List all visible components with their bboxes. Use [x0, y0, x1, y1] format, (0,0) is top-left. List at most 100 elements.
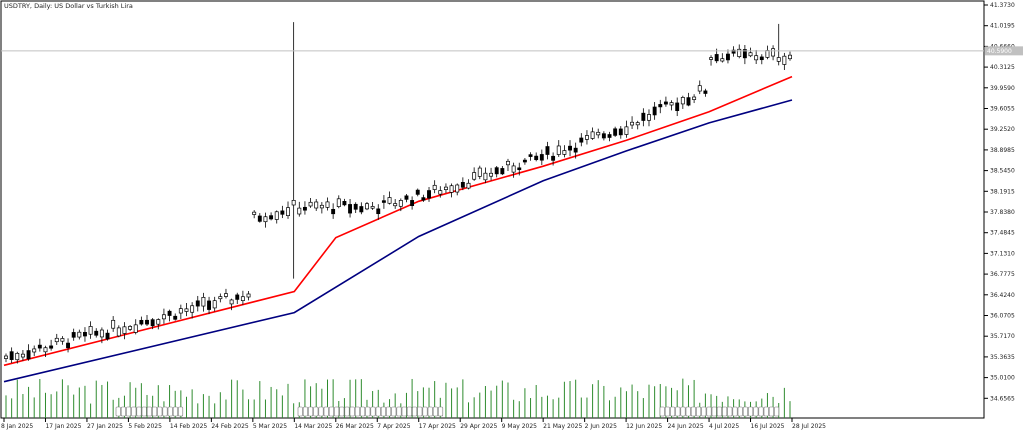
- y-tick-label: 39.9590: [990, 85, 1015, 92]
- candle: [291, 22, 296, 279]
- session-marker: [318, 406, 324, 417]
- session-marker: [758, 406, 764, 417]
- candle: [178, 304, 183, 320]
- candle: [658, 99, 663, 114]
- candle: [77, 329, 82, 340]
- candle-body: [675, 102, 680, 111]
- candle: [455, 183, 460, 196]
- candle-body: [398, 200, 403, 207]
- candle-body: [539, 154, 544, 161]
- candle-body: [534, 155, 539, 161]
- candle: [737, 44, 742, 59]
- candle-body: [376, 208, 381, 215]
- x-tick-label: 24 Feb 2025: [211, 423, 249, 430]
- candle-body: [184, 308, 189, 312]
- candle-body: [37, 344, 42, 349]
- y-tick-label: 38.8985: [990, 147, 1015, 154]
- session-marker: [115, 406, 121, 417]
- candle: [359, 202, 364, 215]
- candle-body: [782, 55, 787, 65]
- candle-body: [319, 204, 324, 209]
- candle-body: [15, 352, 20, 361]
- candle: [692, 94, 697, 104]
- candle: [54, 333, 59, 345]
- y-tick-label: 38.5450: [990, 168, 1015, 175]
- candle-body: [748, 52, 753, 57]
- candle-body: [280, 210, 285, 215]
- session-marker: [370, 406, 376, 417]
- candle-body: [596, 131, 601, 136]
- candle-body: [404, 195, 409, 200]
- candle-body: [348, 204, 353, 214]
- candle: [472, 167, 477, 181]
- candle: [235, 292, 240, 305]
- candle: [438, 186, 443, 198]
- candle-body: [737, 48, 742, 57]
- candle-body: [720, 58, 725, 62]
- session-marker: [349, 406, 355, 417]
- candle: [111, 316, 116, 332]
- candle-body: [60, 338, 65, 342]
- session-marker: [763, 406, 769, 417]
- x-tick-label: 26 Mar 2025: [336, 423, 374, 430]
- candle-body: [697, 85, 702, 92]
- candle-body: [517, 167, 522, 171]
- candle-body: [438, 190, 443, 195]
- session-marker: [716, 406, 722, 417]
- candle-body: [331, 208, 336, 215]
- y-tick-label: 41.0195: [990, 23, 1015, 30]
- candle: [246, 291, 251, 301]
- candle-body: [370, 206, 375, 209]
- candle: [703, 88, 708, 97]
- candle: [43, 345, 48, 358]
- session-marker: [172, 406, 178, 417]
- candle-body: [466, 182, 471, 189]
- candle-body: [494, 167, 499, 175]
- session-marker: [701, 406, 707, 417]
- session-marker: [360, 406, 366, 417]
- candle: [517, 162, 522, 176]
- candle-body: [150, 319, 155, 327]
- candle-body: [49, 345, 54, 349]
- candle: [663, 96, 668, 107]
- candle: [415, 188, 420, 197]
- session-marker: [313, 406, 319, 417]
- candle-body: [274, 211, 279, 220]
- session-marker: [427, 406, 433, 417]
- candle: [709, 55, 713, 66]
- candle-body: [714, 54, 719, 62]
- candle: [139, 316, 144, 326]
- session-marker: [659, 406, 665, 417]
- candle: [680, 95, 685, 109]
- candle: [726, 49, 730, 64]
- candle: [156, 318, 161, 330]
- x-tick-label: 17 Jan 2025: [45, 423, 81, 430]
- x-tick-label: 5 Feb 2025: [128, 423, 162, 430]
- candle-body: [545, 146, 550, 155]
- candle-body: [161, 314, 166, 320]
- session-marker: [727, 406, 733, 417]
- candle-body: [573, 147, 578, 153]
- candle-body: [156, 319, 161, 325]
- candle: [229, 298, 234, 311]
- y-tick-label: 41.3730: [990, 2, 1015, 9]
- candle-body: [207, 300, 212, 310]
- candle: [483, 167, 488, 184]
- candle: [342, 198, 347, 207]
- candle-body: [139, 319, 144, 325]
- candle: [88, 321, 93, 339]
- candle: [336, 195, 341, 209]
- candle: [348, 198, 353, 218]
- session-marker: [768, 406, 774, 417]
- candle-body: [20, 353, 25, 358]
- y-tick-label: 35.7170: [990, 333, 1015, 340]
- candle: [15, 351, 20, 364]
- candle-body: [178, 308, 183, 314]
- candle-body: [71, 332, 76, 338]
- x-tick-label: 14 Mar 2025: [294, 423, 332, 430]
- session-marker: [328, 406, 334, 417]
- session-marker: [380, 406, 386, 417]
- candle: [404, 194, 409, 203]
